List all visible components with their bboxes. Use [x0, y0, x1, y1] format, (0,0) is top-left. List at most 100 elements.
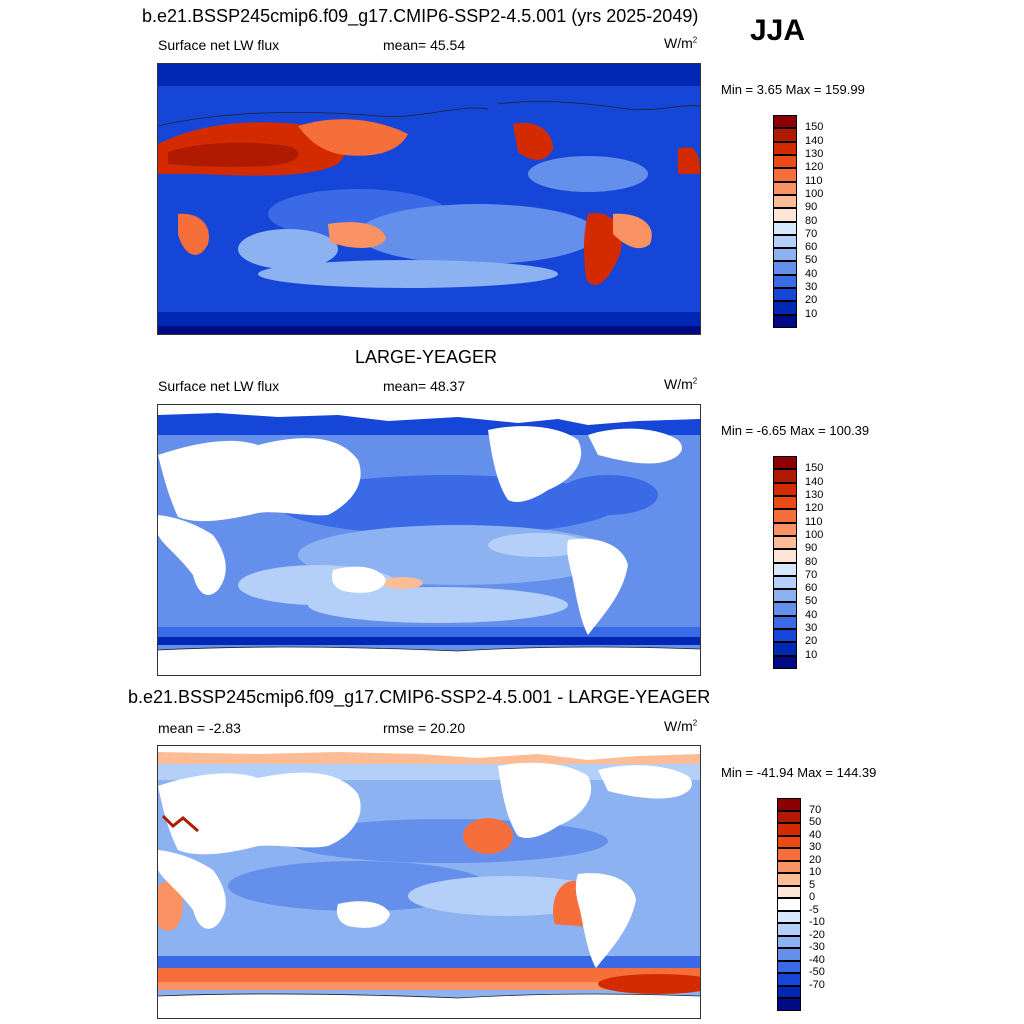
colorbar-tick-label: 10: [805, 648, 818, 661]
colorbar-swatch: [777, 835, 801, 849]
colorbar-tick-label: 110: [805, 174, 823, 187]
colorbar-swatch: [773, 128, 797, 142]
colorbar-swatch: [777, 998, 801, 1011]
colorbar-swatch: [773, 535, 797, 550]
colorbar-swatch: [777, 985, 801, 999]
colorbar-tick-label: 150: [805, 462, 824, 475]
panel-2-colorbar: [773, 456, 797, 669]
colorbar-tick-label: 40: [809, 828, 822, 841]
panel-3-title: b.e21.BSSP245cmip6.f09_g17.CMIP6-SSP2-4.…: [128, 687, 711, 707]
colorbar-swatch: [773, 194, 797, 209]
panel-1-minmax: Min = 3.65 Max = 159.99: [721, 82, 865, 97]
colorbar-tick-label: 80: [805, 555, 818, 568]
colorbar-swatch: [773, 274, 797, 289]
colorbar-tick-label: 10: [805, 307, 818, 320]
colorbar-swatch: [773, 168, 797, 182]
colorbar-tick-label: 110: [805, 515, 823, 528]
colorbar-tick-label: 130: [805, 488, 824, 501]
colorbar-tick-label: 40: [805, 608, 818, 621]
colorbar-swatch: [777, 848, 801, 861]
colorbar-swatch: [773, 456, 797, 470]
panel-1-mean: mean= 45.54: [383, 37, 466, 53]
colorbar-tick-label: 70: [809, 803, 822, 816]
colorbar-swatch: [773, 469, 797, 483]
colorbar-tick-label: 80: [805, 214, 818, 227]
colorbar-tick-label: 50: [805, 254, 818, 267]
colorbar-swatch: [773, 261, 797, 275]
colorbar-swatch: [773, 615, 797, 630]
colorbar-swatch: [773, 589, 797, 603]
colorbar-tick-label: 60: [805, 241, 818, 254]
colorbar-swatch: [773, 248, 797, 262]
colorbar-tick-label: 70: [805, 568, 818, 581]
colorbar-tick-label: 140: [805, 475, 824, 488]
panel-1-title: b.e21.BSSP245cmip6.f09_g17.CMIP6-SSP2-4.…: [142, 6, 699, 26]
colorbar-tick-label: 20: [805, 294, 818, 307]
colorbar-swatch: [773, 301, 797, 315]
panel-3-units: W/m2: [664, 718, 698, 734]
colorbar-swatch: [777, 873, 801, 886]
colorbar-tick-label: -5: [809, 903, 819, 916]
colorbar-swatch: [773, 154, 797, 169]
colorbar-swatch: [773, 562, 797, 576]
panel-1-left-label: Surface net LW flux: [158, 37, 280, 53]
colorbar-swatch: [777, 898, 801, 911]
colorbar-tick-label: 10: [809, 866, 822, 879]
panel-3-rmse: rmse = 20.20: [383, 720, 466, 736]
colorbar-swatch: [777, 798, 801, 811]
colorbar-swatch: [773, 509, 797, 523]
colorbar-tick-label: -20: [809, 928, 825, 941]
panel-1-colorbar: [773, 115, 797, 328]
colorbar-swatch: [773, 642, 797, 656]
panel-3-map: [157, 745, 701, 1019]
colorbar-swatch: [773, 181, 797, 195]
colorbar-tick-label: -40: [809, 953, 825, 966]
colorbar-tick-label: 120: [805, 502, 824, 515]
colorbar-swatch: [773, 234, 797, 249]
colorbar-swatch: [777, 973, 801, 986]
colorbar-swatch: [773, 141, 797, 155]
colorbar-tick-label: 30: [805, 281, 818, 294]
panel-3-colorbar-labels: 70 50 40 30 20 10 5 0 -5 -10 -20 -30 -40 -50 -70: [809, 798, 849, 1011]
colorbar-tick-label: 60: [805, 582, 818, 595]
colorbar-swatch: [777, 910, 801, 924]
colorbar-swatch: [773, 288, 797, 302]
colorbar-tick-label: 0: [809, 891, 816, 904]
colorbar-tick-label: 140: [805, 134, 824, 147]
colorbar-swatch: [777, 935, 801, 949]
colorbar-swatch: [777, 823, 801, 836]
colorbar-tick-label: 20: [805, 635, 818, 648]
panel-2-colorbar-labels: 150 140 130 120 110 100 90 80 70 60 50 40 30 20 10: [805, 456, 845, 669]
colorbar-tick-label: 30: [805, 622, 818, 635]
colorbar-swatch: [773, 208, 797, 222]
colorbar-swatch: [773, 495, 797, 510]
colorbar-swatch: [773, 655, 797, 669]
colorbar-swatch: [777, 885, 801, 899]
colorbar-swatch: [773, 115, 797, 129]
colorbar-tick-label: 20: [809, 853, 822, 866]
panel-3-mean: mean = -2.83: [158, 720, 241, 736]
colorbar-tick-label: 120: [805, 161, 824, 174]
colorbar-tick-label: -50: [809, 966, 825, 979]
colorbar-tick-label: 150: [805, 121, 824, 134]
colorbar-tick-label: -70: [809, 978, 825, 991]
colorbar-tick-label: -30: [809, 941, 825, 954]
panel-2-minmax: Min = -6.65 Max = 100.39: [721, 423, 870, 438]
colorbar-swatch: [777, 810, 801, 824]
colorbar-tick-label: 5: [809, 878, 816, 891]
colorbar-tick-label: 40: [805, 267, 818, 280]
panel-3-minmax: Min = -41.94 Max = 144.39: [721, 765, 877, 780]
season-label: JJA: [750, 14, 806, 47]
panel-2-map: [157, 404, 701, 676]
colorbar-swatch: [773, 602, 797, 616]
panel-2-mean: mean= 48.37: [383, 378, 466, 394]
panel-1-map: [157, 63, 701, 335]
colorbar-tick-label: 90: [805, 201, 818, 214]
colorbar-swatch: [777, 860, 801, 874]
panel-1-map-svg: [158, 64, 700, 334]
colorbar-tick-label: 50: [805, 595, 818, 608]
panel-2-map-svg: [158, 405, 700, 675]
colorbar-swatch: [773, 575, 797, 590]
colorbar-swatch: [773, 482, 797, 496]
panel-1-units: W/m2: [664, 35, 698, 51]
